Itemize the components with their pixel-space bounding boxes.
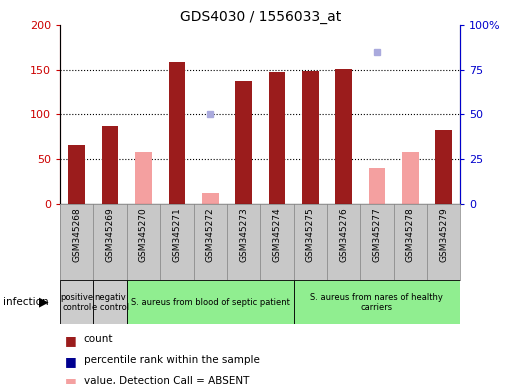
- Text: GSM345279: GSM345279: [439, 207, 448, 262]
- Text: ■: ■: [65, 355, 77, 368]
- Text: GSM345273: GSM345273: [239, 207, 248, 262]
- Text: GSM345271: GSM345271: [173, 207, 181, 262]
- Text: positive
control: positive control: [60, 293, 94, 312]
- Bar: [293, 280, 460, 324]
- Text: GSM345276: GSM345276: [339, 207, 348, 262]
- Text: GSM345270: GSM345270: [139, 207, 148, 262]
- Text: GSM345275: GSM345275: [306, 207, 315, 262]
- Text: ■: ■: [65, 334, 77, 347]
- Bar: [127, 280, 293, 324]
- Text: S. aureus from nares of healthy
carriers: S. aureus from nares of healthy carriers: [311, 293, 444, 312]
- Text: GDS4030 / 1556033_at: GDS4030 / 1556033_at: [179, 10, 341, 23]
- Text: infection: infection: [3, 297, 48, 308]
- Bar: [268, 72, 285, 204]
- Bar: [402, 152, 418, 204]
- Text: S. aureus from blood of septic patient: S. aureus from blood of septic patient: [131, 298, 290, 307]
- Bar: [335, 69, 352, 204]
- Text: GSM345278: GSM345278: [406, 207, 415, 262]
- Text: negativ
e control: negativ e control: [92, 293, 129, 312]
- Text: count: count: [84, 334, 113, 344]
- Bar: [60, 280, 94, 324]
- Text: GSM345272: GSM345272: [206, 207, 214, 262]
- Bar: [235, 81, 252, 204]
- Text: GSM345274: GSM345274: [272, 207, 281, 262]
- Text: percentile rank within the sample: percentile rank within the sample: [84, 355, 259, 365]
- Bar: [202, 193, 219, 204]
- Text: ■: ■: [65, 376, 77, 384]
- Bar: [302, 71, 319, 204]
- Bar: [102, 126, 119, 204]
- Bar: [69, 146, 85, 204]
- Text: GSM345269: GSM345269: [106, 207, 115, 262]
- Bar: [369, 168, 385, 204]
- Bar: [435, 130, 452, 204]
- Text: GSM345277: GSM345277: [372, 207, 381, 262]
- Text: value, Detection Call = ABSENT: value, Detection Call = ABSENT: [84, 376, 249, 384]
- Text: GSM345268: GSM345268: [72, 207, 81, 262]
- Bar: [168, 63, 185, 204]
- Bar: [135, 152, 152, 204]
- Bar: [94, 280, 127, 324]
- Text: ▶: ▶: [39, 296, 49, 309]
